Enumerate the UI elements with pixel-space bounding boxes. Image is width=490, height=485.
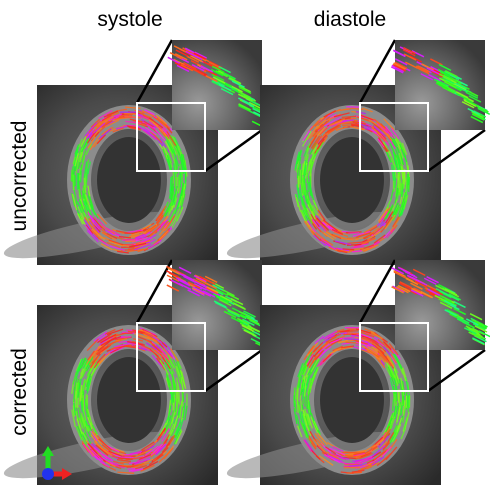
fiber xyxy=(297,395,298,413)
image-panel xyxy=(224,260,490,485)
fiber xyxy=(301,400,302,411)
fiber xyxy=(402,180,403,191)
image-panel xyxy=(1,40,267,267)
fiber xyxy=(71,170,72,181)
cavity xyxy=(320,357,384,443)
inset-image xyxy=(172,40,262,130)
panels xyxy=(1,40,490,485)
inset-image xyxy=(172,260,262,350)
fiber xyxy=(173,170,174,185)
column-label: diastole xyxy=(314,8,386,31)
fiber xyxy=(81,401,82,412)
inset xyxy=(166,260,267,350)
fiber xyxy=(177,401,178,412)
fiber xyxy=(300,170,301,185)
fiber xyxy=(297,168,298,179)
fiber xyxy=(393,399,394,410)
inset xyxy=(168,40,267,130)
inset xyxy=(391,40,490,130)
fiber xyxy=(174,398,175,411)
inset xyxy=(392,260,490,350)
column-label: systole xyxy=(97,8,162,31)
image-panel xyxy=(1,260,267,485)
fiber xyxy=(345,463,362,464)
axis-dot xyxy=(42,468,54,480)
figure: systole diastole uncorrected corrected xyxy=(0,0,490,485)
fiber xyxy=(408,396,409,413)
fiber xyxy=(399,182,400,192)
fiber xyxy=(295,401,296,412)
fiber xyxy=(348,233,359,234)
cavity xyxy=(97,357,161,443)
cavity xyxy=(97,137,161,223)
row-label: uncorrected xyxy=(8,121,31,232)
fiber xyxy=(301,170,302,183)
image-panel xyxy=(224,40,490,267)
cavity xyxy=(320,137,384,223)
fiber xyxy=(185,168,186,182)
row-label: corrected xyxy=(8,348,31,436)
